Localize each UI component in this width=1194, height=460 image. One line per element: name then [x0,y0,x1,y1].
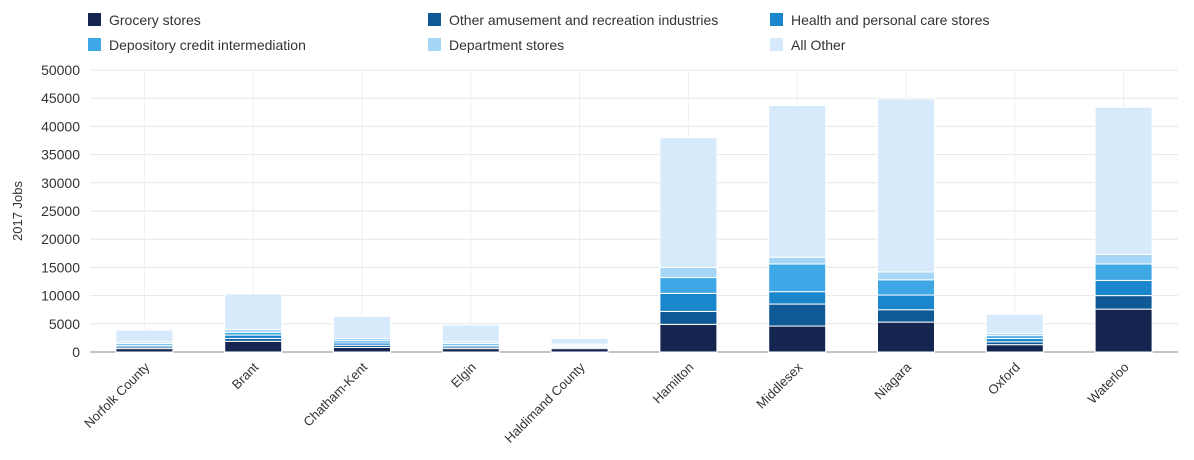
bar-segment-health-and-personal-care-stores[interactable] [985,337,1044,343]
bar-segment-depository-credit-intermediation[interactable] [768,263,827,293]
legend-swatch [770,38,783,51]
y-tick-label: 20000 [41,231,80,247]
legend-label: Depository credit intermediation [109,37,306,53]
bar-stack-brant[interactable] [224,293,283,353]
legend-item-all-other[interactable]: All Other [770,37,846,53]
bar-stack-elgin[interactable] [441,324,500,353]
bar-segment-other-amusement-and-recreation-industries[interactable] [877,309,935,323]
bar-segment-department-stores[interactable] [768,256,827,265]
x-tick-label: Waterloo [1085,360,1132,407]
bar-segment-all-other[interactable] [224,293,283,330]
bar-segment-health-and-personal-care-stores[interactable] [659,292,718,312]
bar-segment-health-and-personal-care-stores[interactable] [877,294,935,311]
y-tick-label: 0 [72,344,80,360]
bar-stack-chatham-kent[interactable] [333,315,391,353]
legend-label: Health and personal care stores [791,12,989,28]
y-tick-label: 45000 [41,90,80,106]
x-tick-label: Chatham-Kent [300,359,370,429]
bar-segment-depository-credit-intermediation[interactable] [659,277,718,294]
bar-segment-department-stores[interactable] [877,271,935,281]
bar-stack-niagara[interactable] [877,98,935,353]
bar-segment-department-stores[interactable] [659,266,718,279]
bar-segment-all-other[interactable] [1094,106,1153,255]
legend-label: Other amusement and recreation industrie… [449,12,718,28]
bar-segment-all-other[interactable] [115,329,174,343]
y-tick-label: 40000 [41,118,80,134]
legend-item-department-stores[interactable]: Department stores [428,37,564,53]
bar-segment-grocery-stores[interactable] [659,323,718,353]
bar-segment-health-and-personal-care-stores[interactable] [224,334,283,339]
bar-segment-all-other[interactable] [768,105,827,258]
y-tick-label: 15000 [41,259,80,275]
legend-swatch [88,38,101,51]
x-tick-label: Oxford [985,360,1023,398]
bar-segment-grocery-stores[interactable] [224,340,283,353]
bar-segment-all-other[interactable] [985,313,1044,334]
x-tick-label: Brant [229,359,262,392]
bar-segment-other-amusement-and-recreation-industries[interactable] [1094,295,1153,310]
legend-label: Department stores [449,37,564,53]
bar-segment-department-stores[interactable] [1094,253,1153,265]
legend-swatch [428,13,441,26]
bar-segment-grocery-stores[interactable] [985,344,1044,353]
bar-segment-all-other[interactable] [550,337,609,345]
x-tick-label: Haldimand County [501,359,588,446]
y-tick-label: 5000 [49,316,80,332]
bar-segment-depository-credit-intermediation[interactable] [1094,263,1153,281]
bars [115,98,1153,353]
bar-stack-oxford[interactable] [985,313,1044,353]
x-tick-label: Norfolk County [81,359,153,431]
bar-segment-health-and-personal-care-stores[interactable] [768,291,827,305]
y-tick-label: 10000 [41,288,80,304]
legend-label: Grocery stores [109,12,201,28]
bar-segment-other-amusement-and-recreation-industries[interactable] [768,303,827,327]
legend-item-depository-credit-intermediation[interactable]: Depository credit intermediation [88,37,306,53]
legend-label: All Other [791,37,846,53]
y-tick-label: 25000 [41,203,80,219]
bar-stack-waterloo[interactable] [1094,106,1153,353]
legend-swatch [428,38,441,51]
bar-segment-all-other[interactable] [441,324,500,343]
x-tick-label: Elgin [448,360,479,391]
legend: Grocery stores Other amusement and recrea… [88,12,989,53]
y-tick-label: 30000 [41,175,80,191]
bar-segment-health-and-personal-care-stores[interactable] [1094,279,1153,297]
bar-segment-grocery-stores[interactable] [1094,308,1153,353]
bar-segment-depository-credit-intermediation[interactable] [877,279,935,296]
bar-stack-hamilton[interactable] [659,137,718,353]
legend-swatch [88,13,101,26]
x-tick-label: Middlesex [753,359,805,411]
y-axis: 0 5000 10000 15000 20000 25000 30000 35000 40000… [41,62,80,360]
y-tick-label: 35000 [41,147,80,163]
bar-segment-grocery-stores[interactable] [115,348,174,353]
legend-item-grocery-stores[interactable]: Grocery stores [88,12,201,28]
bar-segment-all-other[interactable] [877,98,935,273]
legend-swatch [770,13,783,26]
bar-segment-all-other[interactable] [333,315,391,339]
y-axis-label: 2017 Jobs [10,181,25,241]
bar-segment-all-other[interactable] [659,137,718,268]
bar-stack-norfolk-county[interactable] [115,329,174,353]
bar-stack-middlesex[interactable] [768,105,827,353]
bar-stack-haldimand-county[interactable] [550,337,609,353]
bar-segment-grocery-stores[interactable] [441,348,500,353]
x-axis: Norfolk County Brant Chatham-Kent Elgin Hald… [81,359,1132,446]
x-tick-label: Hamilton [650,360,697,407]
legend-item-health-and-personal-care-stores[interactable]: Health and personal care stores [770,12,989,28]
x-tick-label: Niagara [871,359,914,402]
bar-segment-grocery-stores[interactable] [333,346,391,353]
bar-segment-other-amusement-and-recreation-industries[interactable] [659,310,718,325]
bar-segment-grocery-stores[interactable] [768,325,827,353]
bar-segment-grocery-stores[interactable] [877,321,935,353]
legend-item-other-amusement-and-recreation-industries[interactable]: Other amusement and recreation industrie… [428,12,718,28]
bar-segment-grocery-stores[interactable] [550,348,609,353]
y-tick-label: 50000 [41,62,80,78]
